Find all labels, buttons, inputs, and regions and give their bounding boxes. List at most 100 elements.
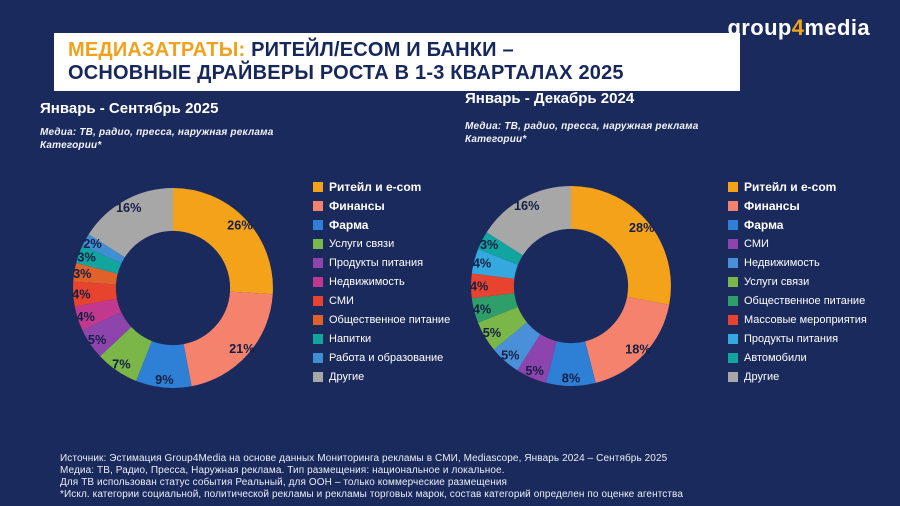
legend-item: СМИ <box>313 291 450 310</box>
legend-item: Услуги связи <box>728 272 867 291</box>
legend-item: Финансы <box>313 196 450 215</box>
legend-label: Недвижимость <box>744 256 820 269</box>
logo-accent: 4 <box>791 15 805 40</box>
title-line-2: ОСНОВНЫЕ ДРАЙВЕРЫ РОСТА В 1-3 КВАРТАЛАХ … <box>68 62 624 84</box>
legend-swatch <box>728 181 738 192</box>
donut-chart-left: 26%21%9%7%5%4%4%3%3%2%16% <box>72 188 273 388</box>
legend-label: Массовые мероприятия <box>744 313 867 326</box>
donut-segment-label: 4% <box>473 256 491 271</box>
legend-swatch <box>313 238 323 249</box>
legend-item: Ритейл и e-com <box>313 177 450 196</box>
legend-swatch <box>313 333 323 344</box>
title-line-1-rest: РИТЕЙЛ/ECOM И БАНКИ – <box>245 39 514 61</box>
legend-item: Общественное питание <box>313 310 450 329</box>
legend-swatch <box>728 276 738 287</box>
legend-swatch <box>728 333 738 344</box>
legend-label: Услуги связи <box>744 275 810 288</box>
donut-segment <box>471 186 671 386</box>
chart-subtitle-left-line2: Категории* <box>40 140 102 151</box>
donut-segment-label: 5% <box>501 347 519 362</box>
legend-label: Работа и образование <box>329 351 444 364</box>
donut-segment-label: 16% <box>116 200 142 215</box>
donut-segment-label: 7% <box>112 356 130 371</box>
legend-left: Ритейл и e-com Финансы Фарма Услуги связи Пр… <box>313 177 450 386</box>
donut-segment-label: 3% <box>73 266 91 281</box>
legend-item: Продукты питания <box>313 253 450 272</box>
legend-item: Другие <box>313 367 450 386</box>
donut-segment <box>471 186 671 386</box>
legend-swatch <box>728 238 738 249</box>
title-line-1: МЕДИАЗАТРАТЫ: РИТЕЙЛ/ECOM И БАНКИ – <box>68 39 726 62</box>
chart-subtitle-right-line1: Медиа: ТВ, радио, пресса, наружная рекла… <box>465 121 699 132</box>
legend-swatch <box>313 257 323 268</box>
legend-item: Другие <box>728 367 867 386</box>
legend-item: Массовые мероприятия <box>728 310 867 329</box>
donut-segment <box>73 188 273 388</box>
legend-item: Автомобили <box>728 348 867 367</box>
footer-line-4: *Искл. категории социальной, политическо… <box>60 489 684 500</box>
donut-segment-label: 28% <box>629 220 655 235</box>
donut-segment-label: 4% <box>76 309 94 324</box>
legend-label: Продукты питания <box>329 256 424 269</box>
legend-item: Напитки <box>313 329 450 348</box>
footer: Источник: Эстимация Group4Media на основ… <box>60 453 683 501</box>
legend-swatch <box>313 314 323 325</box>
legend-label: Продукты питания <box>744 332 839 345</box>
chart-subtitle-right: Медиа: ТВ, радио, пресса, наружная рекла… <box>465 120 699 146</box>
legend-label: Фарма <box>744 217 784 232</box>
legend-item: Недвижимость <box>313 272 450 291</box>
legend-label: СМИ <box>329 294 354 307</box>
legend-label: Фарма <box>329 217 369 232</box>
donut-segment-label: 2% <box>83 236 101 251</box>
legend-item: Услуги связи <box>313 234 450 253</box>
title-accent: МЕДИАЗАТРАТЫ: <box>68 39 246 61</box>
legend-swatch <box>728 314 738 325</box>
legend-swatch <box>313 219 323 230</box>
donut-segment-label: 4% <box>470 279 488 294</box>
donut-segment-label: 5% <box>525 363 543 378</box>
donut-segment-label: 21% <box>229 341 255 356</box>
legend-swatch <box>313 276 323 287</box>
legend-label: Общественное питание <box>329 313 451 326</box>
legend-label: Напитки <box>329 332 372 345</box>
donut-segment <box>73 188 273 388</box>
legend-label: Автомобили <box>744 351 807 364</box>
legend-item: Фарма <box>313 215 450 234</box>
donut-segment-label: 3% <box>77 249 95 264</box>
donut-segment <box>471 186 671 386</box>
legend-swatch <box>313 295 323 306</box>
donut-chart-right: 28%18%8%5%5%5%4%4%4%3%16% <box>470 186 671 386</box>
legend-label: Финансы <box>744 198 800 213</box>
legend-swatch <box>728 295 738 306</box>
legend-swatch <box>313 200 323 211</box>
chart-title-left: Январь - Сентябрь 2025 <box>40 100 219 117</box>
legend-item: СМИ <box>728 234 867 253</box>
legend-label: СМИ <box>744 237 769 250</box>
legend-label: Недвижимость <box>329 275 405 288</box>
legend-swatch <box>728 371 738 382</box>
donut-segment-label: 8% <box>562 370 580 385</box>
legend-item: Продукты питания <box>728 329 867 348</box>
donut-segment-label: 5% <box>483 325 501 340</box>
donut-segment-label: 9% <box>155 372 173 387</box>
chart-subtitle-right-line2: Категории* <box>465 134 527 145</box>
legend-swatch <box>313 352 323 363</box>
donut-segment-label: 26% <box>227 218 253 233</box>
legend-item: Общественное питание <box>728 291 867 310</box>
legend-item: Финансы <box>728 196 867 215</box>
chart-title-right: Январь - Декабрь 2024 <box>465 90 635 107</box>
legend-label: Финансы <box>329 198 385 213</box>
donut-segment <box>73 188 273 388</box>
donut-segment-label: 5% <box>88 332 106 347</box>
title-box: МЕДИАЗАТРАТЫ: РИТЕЙЛ/ECOM И БАНКИ – ОСНО… <box>54 33 740 91</box>
legend-label: Другие <box>329 370 365 383</box>
legend-label: Общественное питание <box>744 294 866 307</box>
donut-segment-label: 16% <box>514 198 540 213</box>
legend-swatch <box>313 371 323 382</box>
legend-item: Недвижимость <box>728 253 867 272</box>
legend-item: Фарма <box>728 215 867 234</box>
legend-item: Ритейл и e-com <box>728 177 867 196</box>
donut-segment-label: 4% <box>473 301 491 316</box>
donut-segment-label: 3% <box>480 237 498 252</box>
